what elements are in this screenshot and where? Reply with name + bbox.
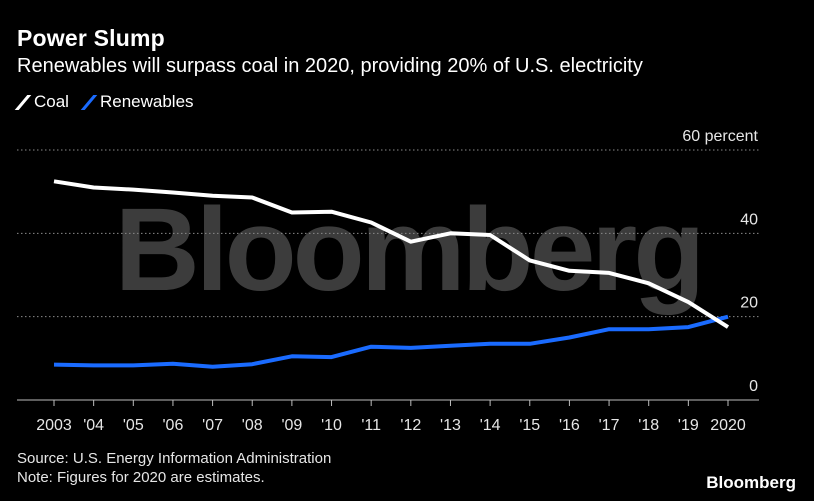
watermark-text: Bloomberg <box>115 184 702 316</box>
y-tick-label: 40 <box>740 211 758 228</box>
x-tick-label: '10 <box>321 417 342 434</box>
series-line-renewables <box>53 314 729 369</box>
chart-subtitle: Renewables will surpass coal in 2020, pr… <box>17 55 643 77</box>
x-tick-label: '18 <box>638 417 659 434</box>
source-note: Source: U.S. Energy Information Administ… <box>17 450 332 467</box>
x-tick-label: '19 <box>678 417 699 434</box>
x-tick-label: '04 <box>83 417 104 434</box>
x-tick-label: '08 <box>242 417 263 434</box>
estimate-note: Note: Figures for 2020 are estimates. <box>17 469 265 486</box>
chart-legend: Coal Renewables <box>14 92 194 112</box>
x-tick-label: '07 <box>202 417 223 434</box>
x-tick-label: 2020 <box>710 417 746 434</box>
x-tick-label: '16 <box>559 417 580 434</box>
x-tick-label: '17 <box>599 417 620 434</box>
series-line-coal <box>53 179 730 329</box>
legend-label-coal: Coal <box>34 92 69 111</box>
legend-item-renewables: Renewables <box>80 92 194 112</box>
x-tick-label: '06 <box>163 417 184 434</box>
y-tick-label: 60 percent <box>682 128 758 145</box>
legend-item-coal: Coal <box>14 92 69 112</box>
x-tick-label: 2003 <box>36 417 72 434</box>
x-tick-label: '14 <box>480 417 501 434</box>
legend-label-renewables: Renewables <box>99 92 194 111</box>
x-tick-label: '05 <box>123 417 144 434</box>
x-tick-label: '15 <box>519 417 540 434</box>
x-tick-label: '11 <box>361 417 381 434</box>
y-tick-label: 20 <box>740 295 758 312</box>
x-tick-label: '09 <box>281 417 302 434</box>
brand-logo: Bloomberg <box>706 473 796 492</box>
x-tick-label: '13 <box>440 417 461 434</box>
x-tick-label: '12 <box>400 417 421 434</box>
y-tick-label: 0 <box>749 378 758 395</box>
chart-title: Power Slump <box>17 25 165 51</box>
